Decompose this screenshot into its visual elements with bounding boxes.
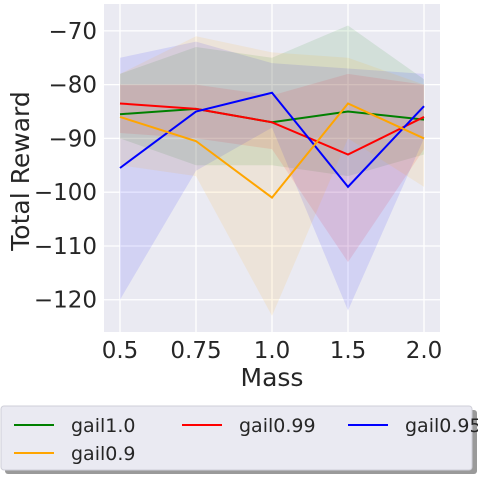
legend-label-gail0.99: gail0.99 xyxy=(239,415,316,437)
legend-label-gail1.0: gail1.0 xyxy=(71,415,135,437)
legend-label-gail0.9: gail0.9 xyxy=(71,443,135,465)
legend: gail1.0 gail0.99 gail0.95 gail0.9 xyxy=(0,405,478,474)
x-axis-label: Mass xyxy=(241,363,304,392)
x-tick-label: 1.5 xyxy=(330,338,367,364)
y-tick-label: −80 xyxy=(48,73,97,99)
x-tick-labels: 0.5 0.75 1.0 1.5 2.0 xyxy=(102,338,443,364)
band-gail1.0 xyxy=(120,25,424,177)
x-tick-label: 2.0 xyxy=(406,338,443,364)
legend-items: gail1.0 gail0.99 gail0.95 gail0.9 xyxy=(14,415,478,465)
y-tick-label: −110 xyxy=(34,234,97,260)
x-tick-label: 0.75 xyxy=(170,338,221,364)
y-tick-label: −100 xyxy=(34,180,97,206)
legend-box xyxy=(0,405,473,471)
y-tick-label: −90 xyxy=(48,126,97,152)
x-tick-label: 0.5 xyxy=(102,338,139,364)
y-tick-label: −120 xyxy=(34,288,97,314)
band-gail0.99 xyxy=(120,73,424,263)
line-gail0.9 xyxy=(119,102,425,199)
line-gail0.95 xyxy=(119,91,425,189)
legend-label-gail0.95: gail0.95 xyxy=(405,415,478,437)
x-tick-label: 1.0 xyxy=(254,338,291,364)
line-gail0.99 xyxy=(119,102,425,156)
series-lines xyxy=(119,91,425,199)
y-axis-label: Total Reward xyxy=(6,91,35,251)
y-tick-label: −70 xyxy=(48,19,97,45)
y-tick-labels: −70 −80 −90 −100 −110 −120 xyxy=(34,19,97,314)
band-gail0.9 xyxy=(120,36,424,316)
